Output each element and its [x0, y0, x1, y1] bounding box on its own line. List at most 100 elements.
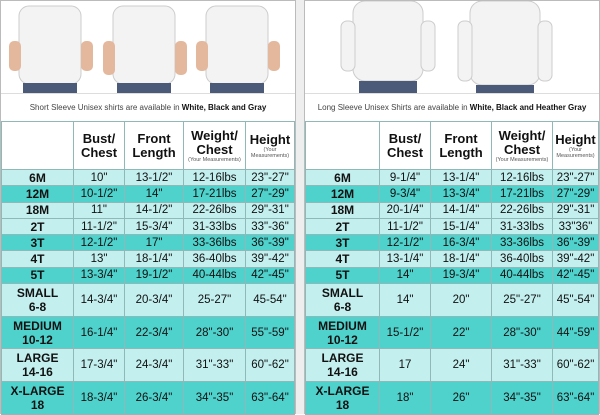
height-cell: 33"36" — [552, 217, 599, 236]
short-sleeve-panel: Short Sleeve Unisex shirts are available… — [0, 0, 296, 415]
caption-text: Long Sleeve Unisex Shirts are available … — [317, 103, 470, 112]
table-row: X-LARGE 18 18-3/4" 26-3/4" 34"-35" 63"-64" — [1, 381, 295, 415]
header-size — [1, 121, 74, 170]
size-text: 18M — [330, 203, 355, 218]
height-cell: 63"-64" — [552, 381, 599, 415]
size-text: 3T — [30, 235, 45, 250]
bust-cell: 16-1/4" — [73, 315, 125, 350]
weight-cell: 40-44lbs — [183, 266, 246, 285]
long-sleeve-model-photos — [305, 1, 599, 93]
header-text: Bust/ — [388, 130, 422, 146]
size-text: 5T — [335, 268, 350, 283]
size-label: 3T — [305, 234, 380, 252]
height-cell: 33"-36" — [245, 217, 295, 236]
long-sleeve-panel: Long Sleeve Unisex Shirts are available … — [304, 0, 600, 415]
size-text: 5T — [30, 268, 45, 283]
size-text: MEDIUM — [318, 318, 367, 333]
table-row: 12M 10-1/2" 14" 17-21lbs 27"-29" — [1, 185, 295, 203]
header-text: Height — [555, 131, 596, 147]
header-text: Bust/ — [82, 130, 116, 146]
front-cell: 15-3/4" — [124, 217, 184, 236]
long-sleeve-size-table: Bust/Chest Front Length Weight/Chest (Your M… — [305, 121, 599, 415]
size-text: MEDIUM — [13, 318, 62, 333]
weight-cell: 17-21lbs — [183, 185, 246, 203]
caption-colors: White, Black and Heather Gray — [469, 103, 587, 112]
header-text: Weight/ — [498, 127, 546, 143]
front-cell: 13-1/2" — [124, 168, 184, 187]
height-cell: 36"-39" — [552, 234, 599, 252]
front-cell: 22-3/4" — [124, 315, 184, 350]
bust-cell: 10-1/2" — [73, 185, 125, 203]
front-cell: 14-1/2" — [124, 201, 184, 219]
size-text: 4T — [335, 252, 350, 267]
size-text: SMALL — [321, 285, 364, 300]
header-text: Chest — [80, 144, 118, 160]
size-text: 14-16 — [22, 365, 53, 380]
size-label: 18M — [305, 201, 380, 219]
table-row: 2T 11-1/2" 15-1/4" 31-33lbs 33"36" — [305, 217, 599, 236]
front-cell: 26" — [430, 381, 492, 415]
table-row: X-LARGE 18 18" 26" 34"-35" 63"-64" — [305, 381, 599, 415]
size-label: SMALL 6-8 — [1, 283, 74, 317]
header-text: Front — [444, 130, 478, 146]
bust-cell: 13" — [73, 250, 125, 268]
front-cell: 20" — [430, 283, 492, 317]
bust-cell: 12-1/2" — [73, 234, 125, 252]
weight-cell: 34"-35" — [183, 381, 246, 415]
height-cell: 44"-59" — [552, 315, 599, 350]
size-text: 14-16 — [327, 365, 358, 380]
front-cell: 14" — [124, 185, 184, 203]
header-text: Length — [439, 144, 483, 160]
header-front-length: Front Length — [124, 121, 184, 170]
bust-cell: 14-3/4" — [73, 283, 125, 317]
front-cell: 24-3/4" — [124, 348, 184, 383]
table-row: 4T 13" 18-1/4" 36-40lbs 39"-42" — [1, 250, 295, 268]
header-bust: Bust/Chest — [73, 121, 125, 170]
header-note: (Your Measurements) — [556, 146, 595, 159]
kids-in-long-sleeve-shirts-image — [340, 1, 553, 93]
bust-cell: 17 — [379, 348, 431, 383]
height-cell: 23"-27" — [552, 168, 599, 187]
size-text: X-LARGE — [10, 383, 65, 398]
table-row: 6M 9-1/4" 13-1/4" 12-16lbs 23"-27" — [305, 168, 599, 187]
size-label: X-LARGE 18 — [1, 381, 74, 415]
front-cell: 14-1/4" — [430, 201, 492, 219]
header-weight: Weight/Chest (Your Measurements) — [491, 121, 553, 170]
table-row: 18M 20-1/4" 14-1/4" 22-26lbs 29"-31" — [305, 201, 599, 219]
header-bust: Bust/Chest — [379, 121, 431, 170]
bust-cell: 11-1/2" — [379, 217, 431, 236]
table-row: LARGE 14-16 17 24" 31"-33" 60"-62" — [305, 348, 599, 383]
long-sleeve-caption: Long Sleeve Unisex Shirts are available … — [305, 93, 599, 121]
size-label: 4T — [305, 250, 380, 268]
height-cell: 29"-31" — [552, 201, 599, 219]
height-cell: 45-54" — [245, 283, 295, 317]
height-cell: 45"-54" — [552, 283, 599, 317]
table-row: 2T 11-1/2" 15-3/4" 31-33lbs 33"-36" — [1, 217, 295, 236]
bust-cell: 20-1/4" — [379, 201, 431, 219]
size-text: 10-12 — [22, 332, 53, 347]
table-row: SMALL 6-8 14-3/4" 20-3/4" 25-27" 45-54" — [1, 283, 295, 317]
caption-colors: White, Black and Gray — [181, 103, 267, 112]
height-cell: 39"-42" — [552, 250, 599, 268]
size-text: 18 — [335, 397, 350, 412]
size-label: 6M — [1, 168, 74, 187]
header-height: Height (Your Measurements) — [552, 121, 599, 170]
size-text: 2T — [30, 219, 45, 234]
size-text: 10-12 — [327, 332, 358, 347]
weight-cell: 25"-27" — [491, 283, 553, 317]
size-text: 6-8 — [28, 299, 47, 314]
size-label: 5T — [305, 266, 380, 285]
front-cell: 24" — [430, 348, 492, 383]
size-label: MEDIUM 10-12 — [1, 315, 74, 350]
short-sleeve-size-table: Bust/Chest Front Length Weight/Chest (Your M… — [1, 121, 295, 415]
bust-cell: 14" — [379, 283, 431, 317]
front-cell: 22" — [430, 315, 492, 350]
bust-cell: 14" — [379, 266, 431, 285]
size-text: 18 — [30, 397, 45, 412]
height-cell: 39"-42" — [245, 250, 295, 268]
table-row: 3T 12-1/2" 17" 33-36lbs 36"-39" — [1, 234, 295, 252]
size-text: LARGE — [16, 351, 59, 366]
height-cell: 27"-29" — [552, 185, 599, 203]
size-text: 2T — [335, 219, 350, 234]
weight-cell: 28"-30" — [491, 315, 553, 350]
